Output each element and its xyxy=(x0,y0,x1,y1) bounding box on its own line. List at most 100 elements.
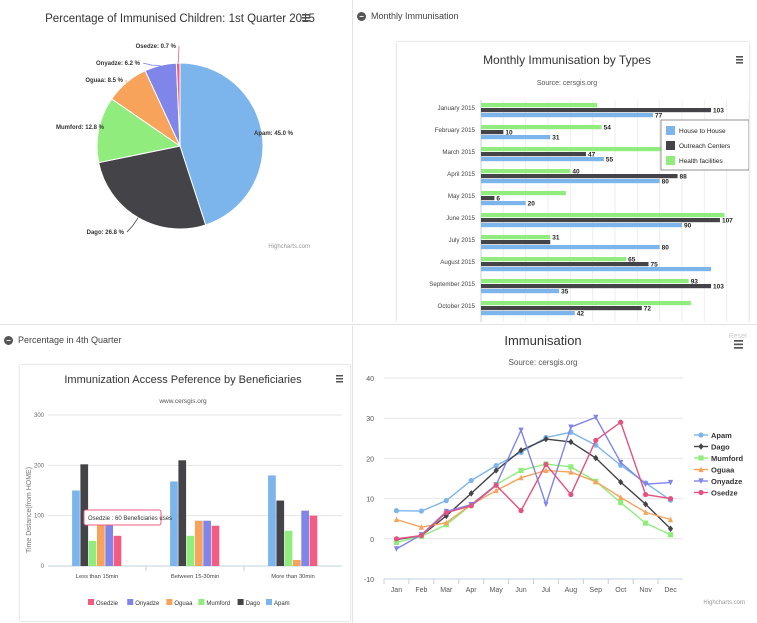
legend-item-dago[interactable]: Dago xyxy=(694,443,730,452)
bar-outreach-centers xyxy=(481,284,711,288)
legend-swatch xyxy=(198,599,204,605)
legend-item-apam[interactable]: Apam xyxy=(694,431,732,440)
bar-house-to-house xyxy=(481,289,559,293)
bar-mumford xyxy=(187,536,195,566)
bar-value-label: 31 xyxy=(552,234,560,241)
legend-item: Mumford xyxy=(206,601,230,607)
month-label: March 2015 xyxy=(442,149,475,156)
legend-swatch xyxy=(166,599,172,605)
bar-health-facilities xyxy=(481,191,566,195)
data-point xyxy=(543,502,548,508)
bar-value-label: 77 xyxy=(655,112,663,119)
legend-item-oguaa[interactable]: Oguaa xyxy=(694,466,735,475)
y-tick-label: -10 xyxy=(364,577,374,584)
bar-health-facilities xyxy=(481,235,550,239)
bar-osedzie xyxy=(114,536,122,566)
legend-item: Apam xyxy=(274,601,290,607)
legend-item: Onyadze xyxy=(135,601,160,607)
bar-health-facilities xyxy=(481,213,724,217)
legend-swatch xyxy=(266,599,272,605)
month-label: September 2015 xyxy=(429,281,475,288)
data-point xyxy=(698,455,703,460)
x-tick-label: Jul xyxy=(541,587,550,594)
pie-menu-icon[interactable] xyxy=(302,14,310,22)
pie-panel: Percentage of Immunised Children: 1st Qu… xyxy=(0,0,352,322)
bar-outreach-centers xyxy=(481,196,494,200)
legend-swatch xyxy=(666,141,675,150)
y-tick-label: 10 xyxy=(366,497,374,504)
access-card: Immunization Access Peference by Benefic… xyxy=(20,365,350,621)
reset-zoom-button[interactable]: Reset xyxy=(729,333,747,340)
bar-outreach-centers xyxy=(481,306,642,310)
monthly-panel: − Monthly Immunisation Monthly Immunisat… xyxy=(352,0,757,322)
access-subtitle: www.cersgis.org xyxy=(158,398,207,405)
data-point xyxy=(618,420,623,425)
data-point xyxy=(518,468,523,473)
x-tick-label: Jun xyxy=(515,587,526,594)
x-tick-label: Sep xyxy=(590,587,603,594)
bar-apam xyxy=(268,475,276,566)
data-point xyxy=(518,428,523,434)
x-category-label: Less than 15min xyxy=(76,574,119,580)
data-point xyxy=(469,478,474,483)
legend-item: Oguaa xyxy=(174,601,193,607)
legend-swatch xyxy=(666,126,675,135)
access-y-label: Time Distance(from HOME) xyxy=(26,467,33,553)
x-tick-label: Oct xyxy=(615,587,626,594)
monthly-menu-icon[interactable] xyxy=(736,56,743,64)
legend-item-osedze[interactable]: Osedze xyxy=(694,489,738,498)
collapse-icon[interactable]: − xyxy=(357,12,366,21)
data-point xyxy=(698,490,703,495)
y-tick-label: 40 xyxy=(366,376,374,383)
bar-health-facilities xyxy=(481,279,689,283)
pie-label: Onyadze: 6.2 % xyxy=(96,61,141,67)
y-tick-label: 0 xyxy=(370,537,374,544)
data-point xyxy=(394,517,399,523)
data-point xyxy=(419,508,424,513)
line-menu-icon[interactable] xyxy=(734,340,743,349)
monthly-panel-header[interactable]: − Monthly Immunisation xyxy=(357,8,459,24)
legend-label: Mumford xyxy=(711,454,743,463)
line-subtitle: Source: cersgis.org xyxy=(509,358,578,367)
legend-swatch xyxy=(666,156,675,165)
data-point xyxy=(419,533,424,538)
x-tick-label: Jan xyxy=(391,587,402,594)
pie-label: Oguaa: 8.5 % xyxy=(85,78,123,84)
access-menu-icon[interactable] xyxy=(336,375,343,383)
bar-value-label: 80 xyxy=(662,178,670,185)
immunisation-panel: Immunisation Source: cersgis.org Reset H… xyxy=(352,324,757,623)
series-onyadze xyxy=(394,415,673,552)
bar-health-facilities xyxy=(481,125,602,129)
legend-label: Onyadze xyxy=(711,477,742,486)
bar-health-facilities xyxy=(481,301,691,305)
bar-oguaa xyxy=(97,521,105,566)
bar-onyadze xyxy=(105,522,113,566)
access-panel-header[interactable]: − Percentage in 4th Quarter xyxy=(4,332,122,348)
legend-item-mumford[interactable]: Mumford xyxy=(694,454,743,463)
monthly-subtitle: Source: cersgis.org xyxy=(537,80,597,87)
bar-osedzie xyxy=(310,516,318,566)
data-point xyxy=(518,508,523,513)
collapse-icon[interactable]: − xyxy=(4,336,13,345)
data-point xyxy=(668,532,673,537)
bar-value-label: 72 xyxy=(644,305,652,312)
bar-value-label: 107 xyxy=(722,217,733,224)
legend-item-onyadze[interactable]: Onyadze xyxy=(694,477,742,486)
bar-house-to-house xyxy=(481,311,575,315)
bar-value-label: 88 xyxy=(680,173,688,180)
data-point xyxy=(394,508,399,513)
bar-value-label: 103 xyxy=(713,107,724,114)
data-point xyxy=(643,521,648,526)
bar-health-facilities xyxy=(481,103,597,107)
bar-health-facilities xyxy=(481,169,570,173)
access-panel-title: Percentage in 4th Quarter xyxy=(18,335,122,345)
access-title: Immunization Access Peference by Benefic… xyxy=(64,374,302,386)
monthly-panel-title: Monthly Immunisation xyxy=(371,11,459,21)
bar-apam xyxy=(170,481,178,566)
month-label: May 2015 xyxy=(448,193,476,200)
immunisation-line-chart: Immunisation Source: cersgis.org Reset H… xyxy=(353,325,757,623)
bar-mumford xyxy=(285,531,293,566)
y-tick-label: 300 xyxy=(34,413,45,419)
data-point xyxy=(698,443,703,449)
bar-outreach-centers xyxy=(481,240,550,244)
